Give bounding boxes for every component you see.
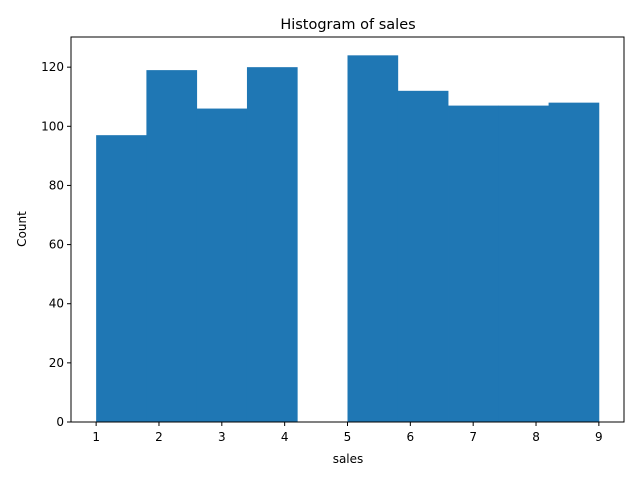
x-tick-label: 7 (469, 430, 477, 444)
histogram-bar-3 (196, 108, 248, 422)
x-tick-label: 1 (92, 430, 100, 444)
x-tick-label: 2 (155, 430, 163, 444)
y-axis-ticks: 0 20 40 60 80 100 120 (41, 60, 71, 429)
histogram-bar-6 (347, 55, 399, 422)
histogram-bar-7 (397, 90, 449, 423)
y-tick-label: 0 (56, 415, 64, 429)
x-axis-ticks: 1 2 3 4 5 6 7 8 9 (92, 422, 603, 444)
histogram-bar-8 (448, 105, 499, 423)
x-tick-label: 5 (344, 430, 352, 444)
y-tick-label: 20 (49, 356, 64, 370)
histogram-bar-10 (548, 102, 600, 422)
histogram-bar-9 (498, 105, 549, 423)
y-tick-label: 40 (49, 297, 64, 311)
chart-title: Histogram of sales (280, 17, 415, 33)
y-tick-label: 80 (49, 178, 64, 192)
bars-group (96, 55, 600, 423)
x-axis-label: sales (333, 452, 364, 466)
x-tick-label: 4 (281, 430, 289, 444)
histogram-bar-2 (146, 70, 198, 422)
y-tick-label: 60 (49, 238, 64, 252)
x-tick-label: 8 (532, 430, 540, 444)
y-tick-label: 120 (41, 60, 64, 74)
plot-frame (70, 36, 625, 423)
x-tick-label: 3 (218, 430, 226, 444)
y-axis-label: Count (15, 211, 29, 247)
x-tick-label: 9 (595, 430, 603, 444)
x-tick-label: 6 (407, 430, 415, 444)
histogram-bar-4 (246, 67, 298, 423)
y-tick-label: 100 (41, 119, 64, 133)
histogram-bar-1 (96, 135, 147, 422)
